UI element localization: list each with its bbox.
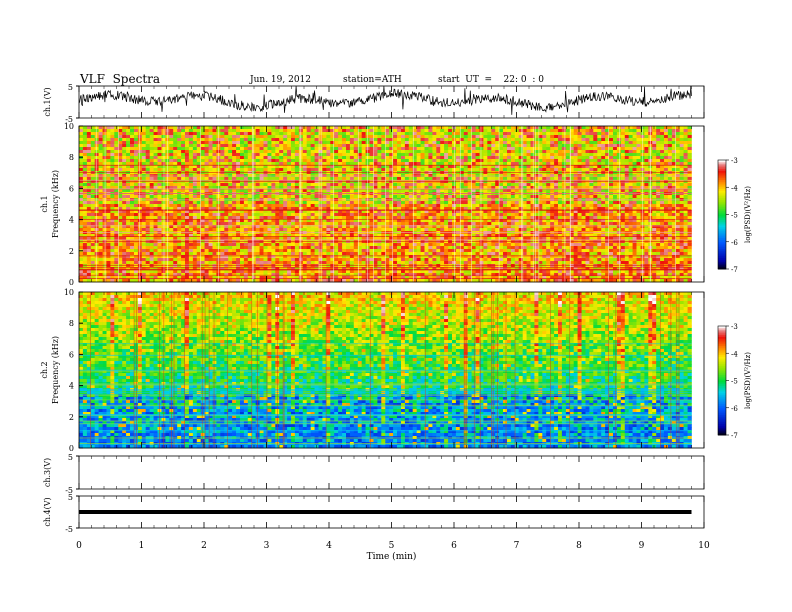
colorbar-tick-label: -7 bbox=[731, 432, 738, 440]
station-label: station=ATH bbox=[343, 75, 402, 85]
ch1-waveform bbox=[78, 85, 692, 115]
y-axis-label: Frequency (kHz) bbox=[51, 336, 60, 404]
y-tick-label: 10 bbox=[64, 288, 74, 297]
y-axis-label: ch.4(V) bbox=[43, 497, 52, 526]
colorbar-tick-label: -4 bbox=[731, 184, 738, 192]
colorbar-tick-label: -7 bbox=[731, 266, 738, 274]
y-tick-label: -5 bbox=[65, 525, 73, 534]
x-tick-label: 10 bbox=[698, 541, 710, 551]
y-axis-label: ch.1(V) bbox=[43, 87, 52, 116]
channel-label: ch.1 bbox=[40, 195, 49, 212]
x-tick-label: 3 bbox=[264, 541, 270, 551]
start-time-label: start UT = 22: 0 : 0 bbox=[438, 75, 544, 85]
y-axis-label: ch.3(V) bbox=[43, 458, 52, 487]
x-ticks-bottom bbox=[78, 276, 705, 282]
colorbar-tick-label: -6 bbox=[731, 239, 738, 247]
colorbar-tick-label: -4 bbox=[731, 350, 738, 358]
x-ticks-top bbox=[78, 496, 705, 502]
date-label: Jun. 19, 2012 bbox=[250, 75, 312, 85]
x-ticks-bottom bbox=[78, 112, 705, 118]
x-ticks-bottom bbox=[78, 442, 705, 448]
colorbar-tick-label: -3 bbox=[731, 323, 738, 331]
colorbar-tick-label: -3 bbox=[731, 157, 738, 165]
x-ticks-top bbox=[78, 292, 705, 298]
x-ticks-top bbox=[78, 86, 705, 92]
y-tick-label: 8 bbox=[69, 319, 74, 328]
colorbar bbox=[717, 325, 729, 436]
y-tick-label: 4 bbox=[69, 382, 74, 391]
y-tick-label: 5 bbox=[68, 453, 73, 462]
y-tick-label: 6 bbox=[69, 184, 74, 193]
y-tick-label: 4 bbox=[69, 216, 74, 225]
colorbar-tick-label: -6 bbox=[731, 405, 738, 413]
x-ticks-top bbox=[78, 126, 705, 132]
y-axis-label: Frequency (kHz) bbox=[51, 170, 60, 238]
y-tick-label: 8 bbox=[69, 153, 74, 162]
y-tick-label: 0 bbox=[69, 278, 74, 287]
x-axis-label: Time (min) bbox=[367, 551, 417, 562]
colorbar-tick-label: -5 bbox=[731, 378, 738, 386]
y-tick-label: -5 bbox=[65, 486, 73, 495]
y-tick-label: 2 bbox=[69, 247, 74, 256]
y-tick-label: 6 bbox=[69, 350, 74, 359]
spectrogram-ch.2 bbox=[79, 292, 692, 449]
y-tick-label: -5 bbox=[65, 115, 73, 124]
channel-label: ch.2 bbox=[40, 361, 49, 378]
colorbar-tick-label: -5 bbox=[731, 212, 738, 220]
x-tick-label: 2 bbox=[201, 541, 207, 551]
y-tick-label: 10 bbox=[64, 122, 74, 131]
x-tick-label: 6 bbox=[451, 541, 457, 551]
y-tick-label: 2 bbox=[69, 413, 74, 422]
colorbar-label: log(PSD)(V²/Hz) bbox=[744, 352, 752, 409]
x-tick-label: 1 bbox=[139, 541, 145, 551]
x-tick-label: 0 bbox=[76, 541, 82, 551]
colorbar-label: log(PSD)(V²/Hz) bbox=[744, 186, 752, 243]
y-tick-label: 5 bbox=[68, 493, 73, 502]
x-tick-label: 4 bbox=[326, 541, 332, 551]
x-tick-label: 9 bbox=[639, 541, 645, 551]
x-ticks-bottom bbox=[78, 483, 705, 489]
colorbar bbox=[717, 159, 729, 270]
x-tick-label: 7 bbox=[514, 541, 520, 551]
y-tick-label: 0 bbox=[69, 444, 74, 453]
x-ticks-bottom bbox=[78, 522, 705, 528]
y-tick-label: 5 bbox=[68, 83, 73, 92]
page-title: VLF Spectra bbox=[80, 72, 161, 86]
x-ticks-top bbox=[78, 456, 705, 462]
x-tick-label: 5 bbox=[389, 541, 395, 551]
x-tick-label: 8 bbox=[576, 541, 582, 551]
spectrogram-ch.1 bbox=[79, 126, 692, 283]
ch4-waveform bbox=[79, 510, 692, 514]
